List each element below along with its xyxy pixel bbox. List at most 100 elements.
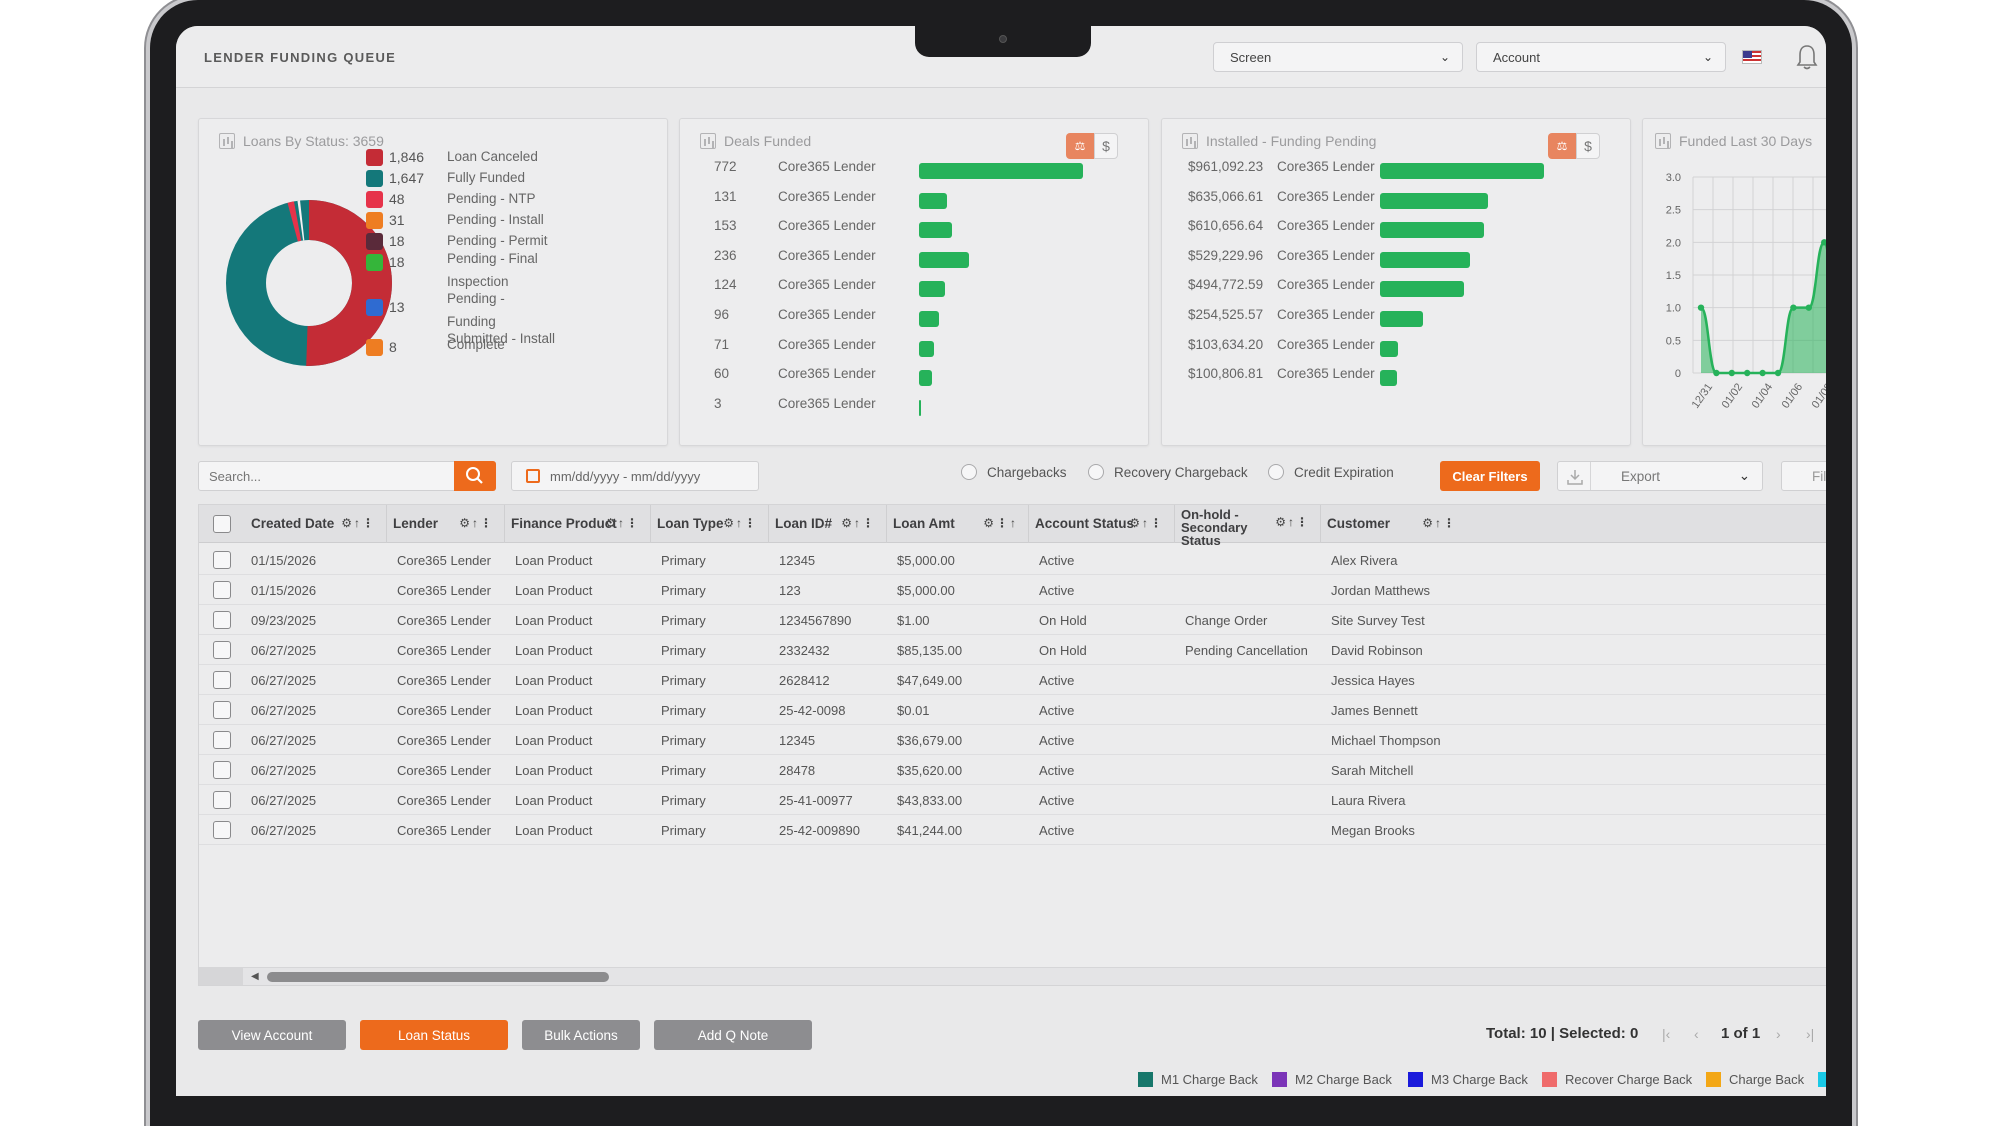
column-controls-icon[interactable]: ⚙↑⋮ — [459, 516, 494, 530]
col-loan-type[interactable]: Loan Type ⚙↑⋮ — [651, 505, 769, 543]
row-checkbox[interactable] — [213, 821, 231, 839]
search-button[interactable] — [454, 461, 496, 491]
bar-label: Core365 Lender — [1277, 336, 1375, 352]
last-page-icon[interactable]: ›| — [1806, 1026, 1815, 1042]
horizontal-scrollbar[interactable]: ◀ — [199, 967, 1826, 985]
table-row[interactable]: 06/27/2025 Core365 Lender Loan Product Prim… — [199, 635, 1826, 665]
row-checkbox[interactable] — [213, 551, 231, 569]
scrollbar-thumb[interactable] — [267, 972, 609, 982]
col-account-status[interactable]: Account Status ⚙↑⋮ — [1029, 505, 1175, 543]
credit-expiration-radio[interactable]: Credit Expiration — [1268, 464, 1394, 480]
bell-icon[interactable] — [1796, 44, 1818, 70]
table-row[interactable]: 01/15/2026 Core365 Lender Loan Product Prim… — [199, 545, 1826, 575]
col-customer[interactable]: Customer ⚙↑⋮ — [1327, 516, 1457, 531]
col-finance-product[interactable]: Finance Product ⚙↑⋮ — [505, 505, 651, 543]
dollar-toggle-button[interactable]: $ — [1094, 133, 1118, 159]
cell-loan-id: 123 — [779, 583, 801, 598]
screen-dropdown[interactable]: Screen ⌄ — [1213, 42, 1463, 72]
account-dropdown[interactable]: Account ⌄ — [1476, 42, 1726, 72]
donut-slice-loan-canceled — [226, 200, 392, 366]
table-row[interactable]: 01/15/2026 Core365 Lender Loan Product Prim… — [199, 575, 1826, 605]
row-checkbox[interactable] — [213, 671, 231, 689]
bar-label: Core365 Lender — [778, 395, 876, 411]
bulk-actions-button[interactable]: Bulk Actions — [522, 1020, 640, 1050]
data-point — [1759, 369, 1766, 377]
column-controls-icon[interactable]: ⚙↑⋮ — [605, 516, 640, 530]
table-row[interactable]: 06/27/2025 Core365 Lender Loan Product Prim… — [199, 725, 1826, 755]
column-controls-icon[interactable]: ⚙↑⋮ — [723, 516, 758, 530]
first-page-icon[interactable]: |‹ — [1662, 1026, 1671, 1042]
cell-loan-id: 1234567890 — [779, 613, 852, 628]
dollar-toggle-button[interactable]: $ — [1576, 133, 1600, 159]
cell-finance-product: Loan Product — [515, 643, 593, 658]
table-row[interactable]: 09/23/2025 Core365 Lender Loan Product Prim… — [199, 605, 1826, 635]
next-page-icon[interactable]: › — [1776, 1026, 1781, 1042]
view-account-button[interactable]: View Account — [198, 1020, 346, 1050]
recovery-chargeback-radio[interactable]: Recovery Chargeback — [1088, 464, 1248, 480]
col-loan-amt[interactable]: Loan Amt ⚙⋮↑ — [887, 505, 1029, 543]
bar-row: $494,772.59 Core365 Lender — [1188, 277, 1608, 299]
search-input[interactable] — [199, 462, 439, 490]
date-range-input[interactable]: mm/dd/yyyy - mm/dd/yyyy — [511, 461, 759, 491]
legend-label: M1 Charge Back — [1161, 1072, 1258, 1087]
select-all-checkbox[interactable] — [213, 515, 231, 533]
filters-button[interactable]: Filters — [1781, 461, 1826, 491]
column-controls-icon[interactable]: ⚙↑⋮ — [841, 516, 876, 530]
bar-value: 3 — [714, 395, 722, 411]
row-checkbox[interactable] — [213, 731, 231, 749]
bar-label: Core365 Lender — [778, 159, 876, 174]
radio-circle[interactable] — [1268, 464, 1284, 480]
bar-row: 236 Core365 Lender — [714, 248, 1134, 270]
installed-pending-toggle[interactable]: ⚖ $ — [1548, 133, 1600, 159]
table-row[interactable]: 06/27/2025 Core365 Lender Loan Product Prim… — [199, 665, 1826, 695]
table-row[interactable]: 06/27/2025 Core365 Lender Loan Product Prim… — [199, 755, 1826, 785]
table-row[interactable]: 06/27/2025 Core365 Lender Loan Product Prim… — [199, 785, 1826, 815]
table-row[interactable]: 06/27/2025 Core365 Lender Loan Product Prim… — [199, 695, 1826, 725]
col-onhold-secondary-status[interactable]: On-hold - Secondary Status ⚙↑⋮ — [1175, 505, 1321, 547]
cell-loan-amt: $85,135.00 — [897, 643, 963, 658]
column-controls-icon[interactable]: ⚙↑⋮ — [1275, 515, 1310, 529]
count-toggle-button[interactable]: ⚖ — [1066, 133, 1094, 159]
loan-status-button[interactable]: Loan Status — [360, 1020, 508, 1050]
radio-circle[interactable] — [961, 464, 977, 480]
cell-loan-id: 2628412 — [779, 673, 830, 688]
deals-funded-toggle[interactable]: ⚖ $ — [1066, 133, 1118, 159]
date-range-placeholder: mm/dd/yyyy - mm/dd/yyyy — [550, 469, 701, 484]
cell-finance-product: Loan Product — [515, 553, 593, 568]
row-checkbox[interactable] — [213, 791, 231, 809]
column-controls-icon[interactable]: ⚙↑⋮ — [1129, 516, 1164, 530]
add-q-note-button[interactable]: Add Q Note — [654, 1020, 812, 1050]
cell-account-status: Active — [1039, 553, 1075, 568]
scroll-left-arrow-icon[interactable]: ◀ — [251, 971, 259, 982]
row-checkbox[interactable] — [213, 761, 231, 779]
cell-lender: Core365 Lender — [397, 553, 491, 568]
cell-loan-type: Primary — [661, 823, 706, 838]
export-dropdown[interactable]: Export ⌄ — [1557, 461, 1763, 491]
row-checkbox[interactable] — [213, 641, 231, 659]
clear-filters-button[interactable]: Clear Filters — [1440, 461, 1540, 491]
legend-swatch — [366, 149, 383, 166]
us-flag-icon[interactable] — [1742, 50, 1762, 64]
column-controls-icon[interactable]: ⚙↑⋮ — [1422, 516, 1457, 530]
col-lender[interactable]: Lender ⚙↑⋮ — [387, 505, 505, 543]
col-loan-id[interactable]: Loan ID# ⚙↑⋮ — [769, 505, 887, 543]
row-checkbox[interactable] — [213, 701, 231, 719]
cell-finance-product: Loan Product — [515, 793, 593, 808]
column-controls-icon[interactable]: ⚙↑⋮ — [341, 516, 376, 530]
prev-page-icon[interactable]: ‹ — [1694, 1026, 1699, 1042]
col-created-date[interactable]: Created Date ⚙↑⋮ — [241, 505, 387, 543]
table-row[interactable]: 06/27/2025 Core365 Lender Loan Product Prim… — [199, 815, 1826, 845]
count-toggle-button[interactable]: ⚖ — [1548, 133, 1576, 159]
radio-circle[interactable] — [1088, 464, 1104, 480]
chargebacks-radio[interactable]: Chargebacks — [961, 464, 1067, 480]
cell-loan-id: 25-42-0098 — [779, 703, 846, 718]
row-checkbox[interactable] — [213, 581, 231, 599]
legend-value: 18 — [389, 233, 405, 249]
y-tick-label: 3.0 — [1666, 172, 1681, 184]
bar-value: $961,092.23 — [1188, 159, 1264, 174]
row-checkbox[interactable] — [213, 611, 231, 629]
cell-customer: Jordan Matthews — [1331, 583, 1430, 598]
funded-area-chart: 3.0 2.5 2.0 1.5 1.0 0.5 0 12/31 01/02 01/04 01/06 0… — [1666, 172, 1826, 411]
column-controls-icon[interactable]: ⚙⋮↑ — [983, 516, 1018, 530]
area-line — [1699, 241, 1826, 375]
